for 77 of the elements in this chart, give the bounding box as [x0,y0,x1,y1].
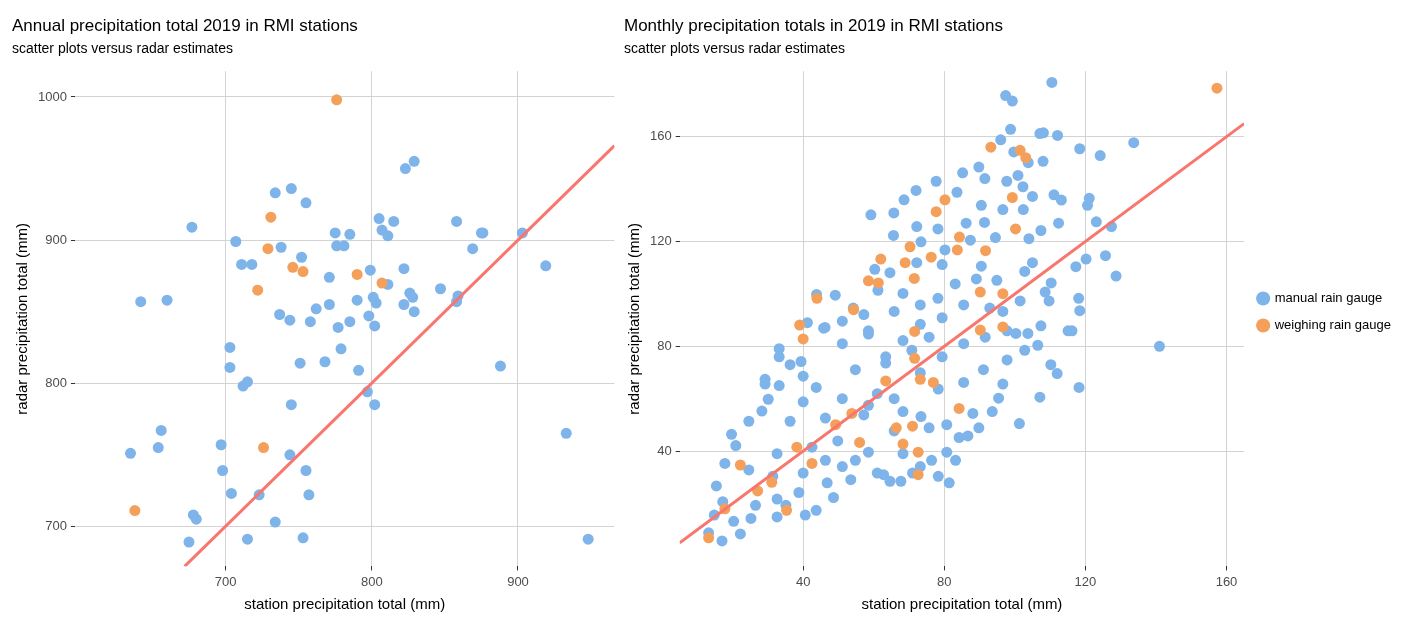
point [907,420,919,432]
point [912,469,924,481]
point [854,436,866,448]
point [129,505,141,517]
y-axis-title: radar precipitation total (mm) [625,222,643,415]
point [781,504,793,516]
y-tick-label: 160 [649,128,672,144]
x-tick-label: 40 [795,573,811,589]
legend-label: weighing rain gauge [1273,317,1392,333]
point [997,288,1009,300]
point [297,266,309,278]
point [939,194,951,206]
point [953,231,965,243]
point [985,141,997,153]
point [703,532,715,544]
x-axis-title: station precipitation total (mm) [244,595,446,613]
y-tick-label: 800 [45,374,67,390]
chart-subtitle: scatter plots versus radar estimates [624,39,845,56]
chart-title: Annual precipitation total 2019 in RMI stations [12,15,358,35]
y-axis-title: radar precipitation total (mm) [13,222,31,415]
point [265,211,277,223]
point [912,446,924,458]
x-tick-label: 700 [214,573,237,589]
point [1010,223,1022,235]
point [806,457,818,469]
y-tick-label: 80 [657,337,672,353]
x-tick-label: 80 [937,573,952,589]
point [914,373,926,385]
point [974,286,986,298]
y-tick-label: 700 [45,517,67,533]
point [980,245,992,257]
chart-subtitle: scatter plots versus radar estimates [12,39,233,56]
point [875,253,887,265]
point [925,251,937,263]
x-axis-title: station precipitation total (mm) [861,595,1063,613]
point [899,257,911,269]
legend-label: manual rain gauge [1274,290,1383,306]
point [331,94,343,106]
point [734,459,746,471]
x-tick-label: 160 [1215,573,1238,589]
point [908,272,920,284]
point [262,243,274,255]
point [862,275,874,287]
x-tick-label: 900 [507,573,529,589]
chart-title: Monthly precipitation totals in 2019 in RMI stations [624,15,1003,35]
point [794,319,806,331]
point [909,352,921,364]
y-tick-label: 900 [45,231,67,247]
point [252,284,264,296]
point [927,376,939,388]
point [1020,152,1032,164]
y-tick-label: 1000 [38,88,67,104]
point [974,324,986,336]
point [872,277,884,289]
point [897,438,909,450]
point [811,292,823,304]
point [904,241,916,253]
point [351,268,363,280]
x-tick-label: 120 [1074,573,1097,589]
point [1014,144,1026,156]
point [766,476,778,488]
point [880,375,892,387]
y-tick-label: 40 [657,442,672,458]
point [953,402,965,414]
point [791,441,803,453]
y-tick-label: 120 [649,233,672,249]
point [287,261,299,273]
point [376,277,388,289]
point [1006,191,1018,203]
point [797,333,809,345]
x-tick-label: 800 [360,573,383,589]
point [930,206,942,218]
point [909,325,921,337]
point [997,321,1009,333]
point [1211,82,1223,94]
point [951,244,963,256]
point [258,442,270,454]
